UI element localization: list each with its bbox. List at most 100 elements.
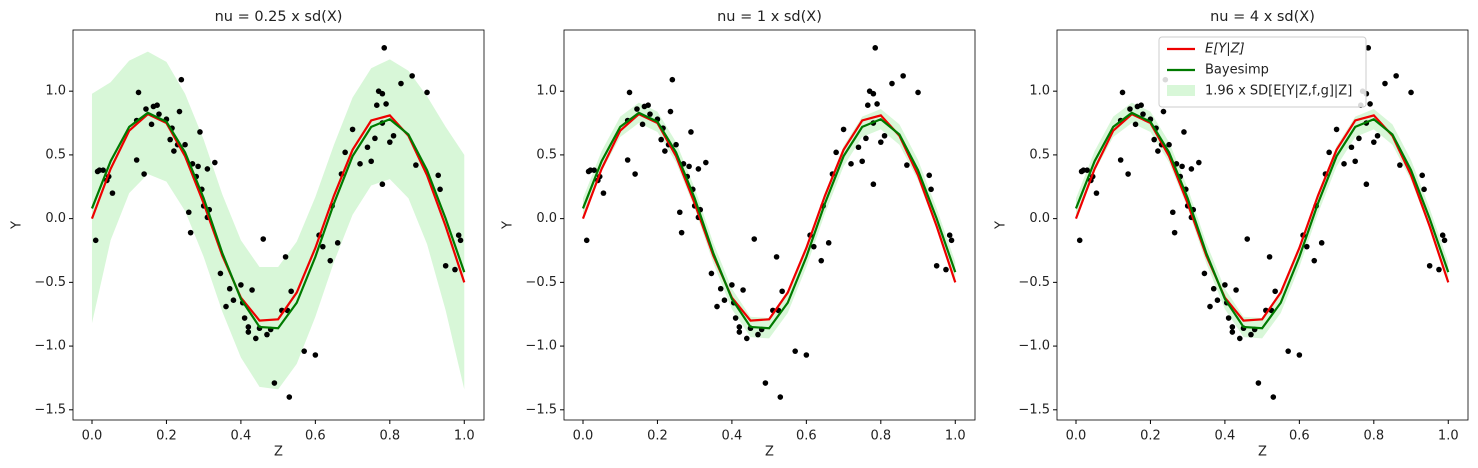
data-point (1326, 149, 1332, 156)
data-point (1374, 132, 1381, 139)
data-point (217, 270, 224, 277)
data-point (915, 89, 921, 96)
data-point (855, 144, 862, 151)
y-tick-label: 0.0 (1029, 211, 1050, 226)
series-line (581, 112, 957, 322)
legend-swatch (1167, 85, 1195, 96)
x-axis-label: Z (765, 445, 774, 460)
data-point (452, 266, 458, 273)
data-point (1248, 331, 1254, 338)
data-point (658, 136, 664, 143)
data-point (889, 80, 895, 87)
data-point (755, 331, 761, 338)
data-point (1318, 240, 1325, 246)
data-point (1341, 161, 1347, 167)
y-tick-label: −1.0 (1018, 339, 1050, 354)
data-point (154, 102, 160, 108)
data-point (751, 236, 758, 242)
x-tick-label: 0.2 (156, 429, 177, 444)
legend-label: 1.96 x SD[E[Y|Z,f,g]|Z] (1205, 84, 1352, 99)
data-point (1207, 303, 1213, 310)
x-tick-label: 0.6 (1289, 429, 1310, 444)
data-point (409, 73, 415, 79)
data-point (863, 135, 869, 142)
data-point (624, 157, 631, 163)
data-point (686, 163, 692, 170)
x-tick-label: 0.2 (647, 429, 668, 444)
data-point (1179, 163, 1185, 170)
data-point (943, 266, 949, 273)
data-point (1363, 181, 1370, 188)
data-point (777, 394, 784, 400)
data-point (442, 262, 449, 269)
data-point (676, 209, 683, 216)
data-point (946, 232, 953, 238)
data-point (870, 181, 877, 188)
data-point (740, 287, 746, 293)
data-point (1397, 162, 1403, 168)
data-point (773, 254, 780, 260)
data-point (1426, 262, 1433, 269)
y-tick-label: 1.0 (536, 84, 557, 99)
data-point (1365, 45, 1372, 51)
data-point (1151, 136, 1157, 143)
data-point (736, 324, 743, 330)
data-point (1196, 159, 1202, 166)
x-axis-label: Z (1258, 445, 1267, 460)
data-point (645, 102, 651, 108)
data-point (167, 136, 173, 143)
data-point (435, 172, 442, 179)
chart-title: nu = 4 x sd(X) (1210, 9, 1315, 25)
data-point (373, 102, 380, 108)
data-point (1352, 158, 1358, 165)
data-point (933, 262, 940, 269)
data-point (662, 148, 668, 154)
data-point (252, 335, 259, 342)
confidence-band (91, 51, 465, 390)
data-point (872, 45, 879, 51)
data-point (926, 172, 933, 179)
data-point (1117, 157, 1124, 163)
x-tick-label: 0.0 (573, 429, 594, 444)
data-point (1393, 73, 1399, 79)
y-tick-label: −0.5 (34, 275, 66, 290)
data-point (762, 380, 769, 386)
x-tick-label: 0.4 (722, 429, 743, 444)
data-point (1272, 288, 1278, 295)
data-point (1201, 270, 1208, 277)
data-point (1138, 102, 1144, 108)
data-point (249, 287, 255, 293)
data-point (424, 89, 430, 96)
y-tick-label: −1.5 (34, 402, 66, 417)
data-point (1348, 144, 1355, 151)
data-point (260, 236, 267, 242)
x-tick-label: 1.0 (945, 429, 966, 444)
data-point (1125, 171, 1131, 177)
data-point (197, 129, 203, 135)
data-point (1127, 106, 1133, 112)
data-point (109, 190, 116, 196)
series-line (1074, 111, 1450, 330)
data-point (1356, 135, 1362, 142)
data-point (143, 106, 149, 112)
data-point (673, 141, 679, 148)
data-point (732, 315, 739, 321)
x-axis-label: Z (274, 445, 283, 460)
x-tick-label: 0.6 (796, 429, 817, 444)
data-point (195, 163, 201, 170)
data-point (178, 76, 185, 83)
chart-title: nu = 1 x sd(X) (717, 9, 822, 25)
y-axis-label: Y (994, 221, 1009, 230)
y-tick-label: 1.0 (45, 84, 66, 99)
data-point (583, 237, 590, 244)
data-point (703, 159, 709, 166)
data-point (721, 297, 728, 303)
data-point (840, 126, 847, 133)
data-point (1333, 126, 1340, 133)
data-point (948, 237, 955, 244)
data-point (1084, 167, 1090, 173)
data-point (803, 352, 810, 358)
data-point (904, 162, 910, 168)
x-tick-label: 0.8 (1363, 429, 1384, 444)
y-axis-label: Y (501, 221, 516, 230)
